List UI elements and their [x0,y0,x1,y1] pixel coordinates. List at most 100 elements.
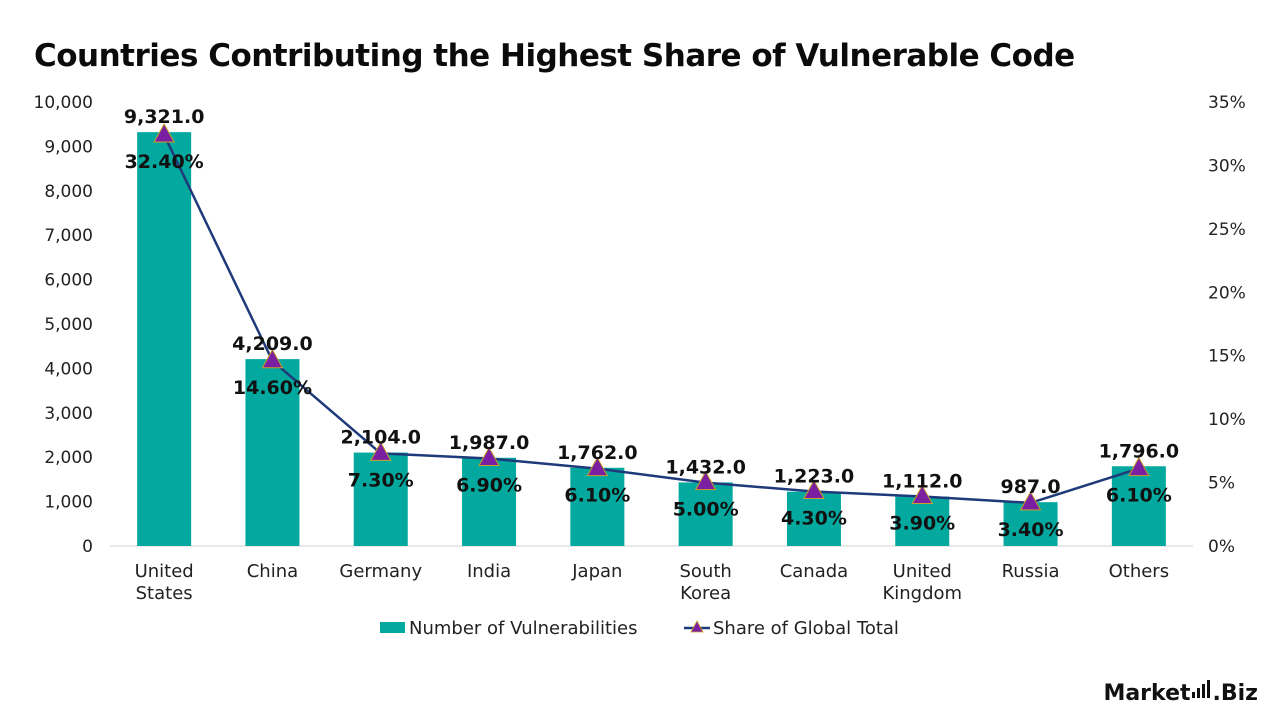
bar [895,496,950,546]
bar-value-label: 4,209.0 [232,333,313,355]
category-label: India [467,561,511,582]
left-axis-tick-label: 1,000 [44,493,93,513]
triangle-marker [1019,490,1042,511]
left-axis-tick-label: 0 [82,537,93,557]
line-data-labels: 32.40% 14.60% 7.30% 6.90% 6.10% 5.00% 4.30% 3.9… [125,151,1172,541]
left-axis-tick-label: 4,000 [44,359,93,379]
bar-value-label: 1,223.0 [774,466,855,488]
share-value-label: 7.30% [348,469,414,491]
triangle-marker [803,479,825,499]
category-label: Germany [339,561,422,582]
bar [245,359,300,546]
brand-bars-icon [1191,680,1212,698]
bar-value-label: 987.0 [1000,476,1060,498]
left-axis-tick-label: 10,000 [34,93,93,113]
category-label: United Kingdom [882,561,962,604]
right-axis-tick-label: 5% [1208,474,1235,494]
bar-value-label: 1,432.0 [665,456,746,478]
right-axis-tick-label: 0% [1208,537,1235,557]
chart-title: Countries Contributing the Highest Share… [34,38,1075,74]
category-label-line: Japan [571,561,622,582]
category-label-line: United [893,561,952,582]
category-label: Others [1109,561,1170,582]
category-label-line: States [136,583,193,604]
triangle-marker [478,446,500,466]
triangle-marker [261,348,284,369]
line-markers [153,122,1150,511]
category-label: Japan [571,561,622,582]
share-value-label: 14.60% [233,377,312,399]
legend-bar-label: Number of Vulnerabilities [409,618,637,639]
share-value-label: 3.90% [889,513,955,535]
left-axis-tick-label: 9,000 [44,137,93,157]
share-value-label: 6.10% [564,485,630,507]
share-value-label: 32.40% [125,151,204,173]
category-label-line: Canada [780,561,849,582]
bar-value-label: 1,987.0 [449,432,530,454]
share-value-label: 4.30% [781,507,847,529]
category-label-line: Others [1109,561,1170,582]
brand-name-right: .Biz [1212,681,1258,706]
right-axis-tick-label: 30% [1208,156,1246,176]
legend-triangle-icon [690,620,704,633]
category-label-line: Germany [339,561,422,582]
category-label-line: India [467,561,511,582]
triangle-marker [586,456,609,477]
triangle-marker [369,441,392,461]
category-label: South Korea [679,561,731,604]
bar-value-label: 1,762.0 [557,442,638,464]
left-axis-tick-label: 7,000 [44,226,93,246]
category-label-line: Kingdom [882,583,962,604]
right-axis-tick-label: 15% [1208,347,1246,367]
right-axis-tick-label: 35% [1208,93,1246,113]
brand-logo: Market .Biz [1103,680,1258,706]
legend: Number of Vulnerabilities Share of Global… [380,618,899,639]
left-axis-tick-label: 5,000 [44,315,93,335]
left-axis-tick-label: 3,000 [44,404,93,424]
bar [1111,466,1166,546]
category-label: United States [135,561,194,604]
share-value-label: 3.40% [998,519,1064,541]
bar [137,132,192,547]
category-label: China [247,561,298,582]
share-line [163,134,1140,505]
triangle-marker [1128,456,1150,477]
bar-value-label: 9,321.0 [124,106,205,128]
bar-data-labels: 9,321.0 4,209.0 2,104.0 1,987.0 1,762.0 1,432… [124,106,1179,498]
left-axis-tick-label: 6,000 [44,271,93,291]
bar-value-label: 2,104.0 [340,427,421,449]
bar [353,452,408,546]
category-label-line: United [135,561,194,582]
bar-series [137,132,1166,547]
left-axis-tick-label: 8,000 [44,182,93,202]
bar-value-label: 1,112.0 [882,471,963,493]
bar [678,482,733,546]
category-label: Canada [780,561,849,582]
category-label-line: China [247,561,298,582]
right-axis: 0% 5% 10% 15% 20% 25% 30% 35% [1208,93,1246,557]
legend-line-label: Share of Global Total [713,618,899,639]
triangle-marker [911,484,934,505]
category-label: Russia [1002,561,1060,582]
right-axis-tick-label: 25% [1208,220,1246,240]
brand-name-left: Market [1103,681,1191,706]
share-value-label: 5.00% [673,499,739,521]
left-axis: 0 1,000 2,000 3,000 4,000 5,000 6,000 7,000 8,00… [34,93,1193,557]
right-axis-tick-label: 20% [1208,283,1246,303]
right-axis-tick-label: 10% [1208,410,1246,430]
category-label-line: Korea [680,583,731,604]
share-value-label: 6.10% [1106,485,1172,507]
legend-bar-swatch [380,622,405,633]
line-series [163,134,1140,505]
category-label-line: South [679,561,731,582]
category-label-line: Russia [1002,561,1060,582]
left-axis-tick-label: 2,000 [44,448,93,468]
bar-value-label: 1,796.0 [1099,440,1180,462]
share-value-label: 6.90% [456,474,522,496]
bar [462,457,517,546]
triangle-marker [153,122,175,143]
triangle-marker [694,470,717,491]
bar [786,491,841,546]
